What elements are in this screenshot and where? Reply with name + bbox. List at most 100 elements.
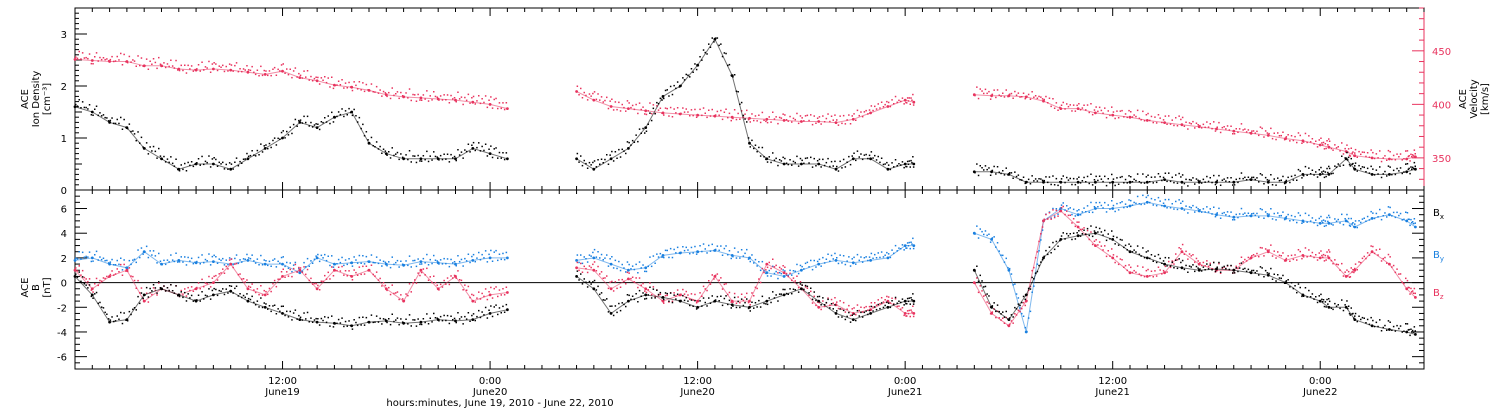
- bx-dot: [815, 299, 817, 302]
- ion-density-dot: [711, 37, 713, 39]
- by-dot: [595, 256, 598, 258]
- ion-density-dot: [362, 123, 364, 126]
- by-dot: [732, 255, 734, 258]
- by-dot: [180, 256, 182, 258]
- velocity-dot: [400, 91, 402, 94]
- ion-density-dot: [1136, 173, 1139, 175]
- ion-density-dot: [1022, 176, 1025, 178]
- ion-density-dot: [199, 164, 201, 166]
- by-dot: [168, 261, 170, 263]
- velocity-dot: [331, 76, 333, 78]
- velocity-dot: [602, 101, 604, 103]
- velocity-dot: [1344, 147, 1346, 150]
- velocity-dot: [1347, 148, 1350, 150]
- by-dot: [102, 257, 105, 259]
- y2-axis-title: ACE Velocity [km/s]: [1458, 79, 1491, 118]
- by-dot: [1280, 214, 1282, 217]
- by-dot: [1195, 206, 1198, 209]
- velocity-dot: [1218, 121, 1220, 124]
- bz-dot: [1175, 253, 1177, 255]
- ion-density-dot: [654, 112, 656, 115]
- bx-dot: [1093, 230, 1096, 232]
- by-dot: [363, 263, 366, 265]
- velocity-dot: [1081, 107, 1084, 109]
- by-dot: [109, 261, 112, 263]
- bx-dot: [1157, 253, 1160, 256]
- bz-dot: [720, 277, 722, 279]
- velocity-dot: [1230, 125, 1232, 127]
- bx-dot: [1164, 256, 1167, 259]
- bz-dot: [1335, 263, 1338, 265]
- ion-density-dot: [1401, 172, 1403, 175]
- ion-density-dot: [305, 121, 307, 124]
- velocity-dot: [706, 116, 708, 119]
- by-dot: [1379, 208, 1381, 211]
- bx-dot: [1121, 239, 1123, 241]
- velocity-dot: [90, 62, 93, 65]
- bz-dot: [184, 288, 186, 290]
- bx-dot: [654, 297, 656, 299]
- bx-dot: [1289, 286, 1291, 288]
- ion-density-dot: [778, 159, 781, 161]
- velocity-dot: [256, 69, 259, 71]
- bx-dot: [254, 304, 257, 306]
- ion-density-dot: [320, 121, 323, 123]
- by-dot: [267, 264, 269, 267]
- ion-density-dot: [1266, 179, 1269, 181]
- bx-dot: [337, 318, 340, 321]
- bx-dot: [398, 323, 400, 326]
- bx-dot: [1002, 311, 1004, 313]
- bx-dot: [1187, 271, 1189, 273]
- velocity-dot: [365, 83, 368, 86]
- by-dot: [799, 264, 802, 267]
- velocity-dot: [215, 63, 217, 65]
- by-dot: [616, 267, 618, 270]
- ion-density-dot: [147, 153, 150, 155]
- bz-dot: [358, 266, 361, 268]
- y-tick-label: 2: [61, 254, 67, 265]
- velocity-dot: [311, 80, 314, 82]
- velocity-dot: [628, 102, 630, 104]
- velocity-dot: [1254, 132, 1256, 134]
- bz-dot: [1152, 276, 1154, 278]
- bz-dot: [1296, 259, 1298, 261]
- velocity-dot: [313, 77, 316, 80]
- by-dot: [246, 253, 248, 256]
- bx-dot: [675, 298, 677, 300]
- velocity-dot: [1261, 127, 1263, 130]
- ion-density-dot: [1304, 165, 1307, 168]
- velocity-dot: [260, 65, 262, 68]
- bx-dot: [389, 323, 392, 326]
- ion-density-dot: [1352, 162, 1354, 165]
- ion-density-dot: [666, 89, 668, 91]
- by-dot: [277, 260, 279, 263]
- velocity-dot: [844, 123, 847, 125]
- bx-dot: [855, 319, 857, 322]
- bz-dot: [1247, 256, 1250, 259]
- velocity-dot: [732, 117, 734, 120]
- ion-density-dot: [633, 141, 636, 143]
- bx-dot: [777, 300, 779, 302]
- by-dot: [332, 266, 335, 268]
- ion-density-dot: [1083, 176, 1085, 179]
- ion-density-dot: [458, 154, 461, 156]
- velocity-dot: [830, 115, 833, 117]
- velocity-dot: [1143, 120, 1146, 122]
- ion-density-dot: [220, 163, 222, 165]
- bx-dot: [578, 279, 580, 281]
- ion-density-dot: [841, 167, 843, 169]
- by-dot: [1360, 221, 1362, 224]
- velocity-dot: [825, 117, 828, 120]
- bx-dot: [199, 300, 201, 302]
- bx-dot: [1324, 301, 1327, 303]
- by-dot: [626, 261, 629, 263]
- bx-dot: [1019, 304, 1021, 307]
- by-dot: [865, 256, 867, 258]
- velocity-dot: [1194, 127, 1196, 129]
- ion-density-dot: [102, 114, 105, 116]
- velocity-dot: [209, 71, 212, 73]
- ion-density-dot: [756, 150, 758, 153]
- bz-dot: [1277, 251, 1279, 253]
- by-dot: [611, 256, 613, 258]
- bx-dot: [993, 302, 995, 304]
